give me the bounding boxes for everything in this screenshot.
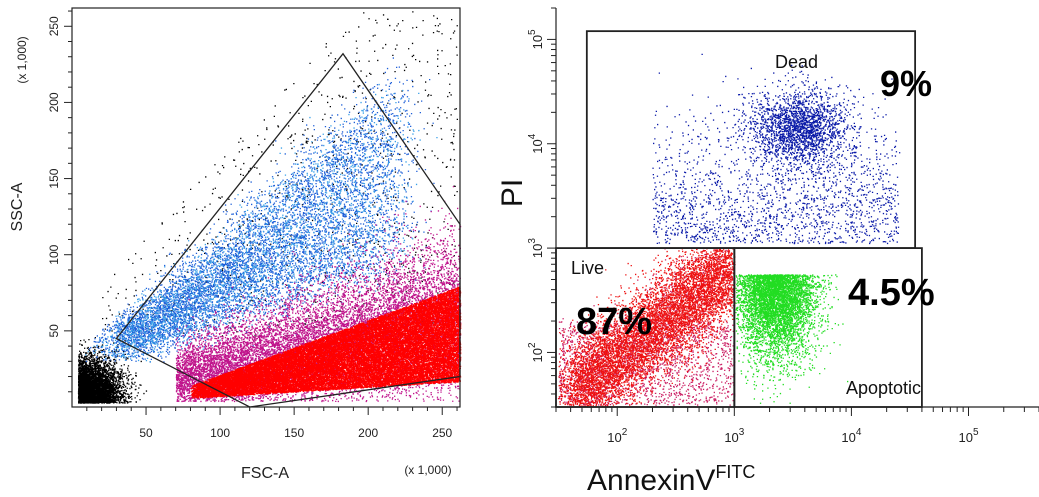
gate-live-percent: 87% [576,301,652,343]
left-plot-frame [71,7,461,408]
right-y-axis-title: PI [496,179,529,207]
left-x-multiplier: (x 1,000) [404,463,451,477]
right-y-tick-labels: 102 103 104 105 [527,29,545,362]
left-y-tick-label: 100 [47,244,61,264]
left-x-tick-label: 250 [432,426,452,440]
left-y-tick-label: 50 [47,324,61,338]
left-x-tick-label: 100 [210,426,230,440]
left-y-tick-label: 150 [47,168,61,188]
left-y-minor-ticks [64,10,72,393]
gate-labels: Dead 9% Live 87% Apoptotic 4.5% [571,52,935,398]
left-y-tick-label: 250 [47,16,61,36]
right-event-dots [557,53,901,407]
main-dots [190,286,462,399]
right-axes [547,7,1039,416]
right-y-tick-label: 103 [527,238,545,258]
right-x-tick-label: 102 [607,427,627,445]
right-x-tick-labels: 102 103 104 105 [607,427,979,445]
apoptotic-dots [735,274,849,404]
left-event-dots [77,11,462,404]
left-x-tick-label: 150 [284,426,304,440]
right-x-axis-title: AnnexinVFITC [587,462,755,497]
right-y-tick-label: 104 [527,133,545,153]
live-dots [557,248,736,407]
right-y-tick-label: 102 [527,342,545,362]
annexin-pi-plot: 102 103 104 105 102 103 104 105 Dead 9% Live 87% A… [496,7,1039,497]
left-x-tick-label: 200 [358,426,378,440]
left-y-tick-label: 200 [47,92,61,112]
fsc-ssc-plot: 50 100 150 200 250 50 100 150 200 250 FSC-A (x 1… [9,7,462,482]
left-x-tick-label: 50 [139,426,153,440]
gate-dead-rect [585,30,917,249]
right-x-axis-title-main: AnnexinV [587,464,715,497]
left-y-tick-labels: 50 100 150 200 250 [47,16,61,338]
right-x-tick-label: 104 [841,427,861,445]
gate-dead-percent: 9% [880,63,932,104]
gate-apoptotic-label: Apoptotic [846,378,921,398]
left-x-axis-title: FSC-A [241,465,289,482]
left-x-minor-ticks [86,407,458,415]
right-x-tick-label: 103 [724,427,744,445]
left-y-axis-title: SSC-A [9,182,26,231]
left-x-tick-labels: 50 100 150 200 250 [139,426,452,440]
gate-dead-label: Dead [775,52,818,72]
right-y-tick-label: 105 [527,29,545,49]
dead-dots [652,53,901,245]
left-y-multiplier: (x 1,000) [15,36,29,83]
granular-dots-blue [85,57,435,363]
right-x-axis-title-superscript: FITC [715,462,755,482]
gate-live-label: Live [571,258,604,278]
gate-apoptotic-percent: 4.5% [848,272,935,314]
right-x-tick-label: 105 [959,427,979,445]
main-edge-dots [175,186,462,403]
